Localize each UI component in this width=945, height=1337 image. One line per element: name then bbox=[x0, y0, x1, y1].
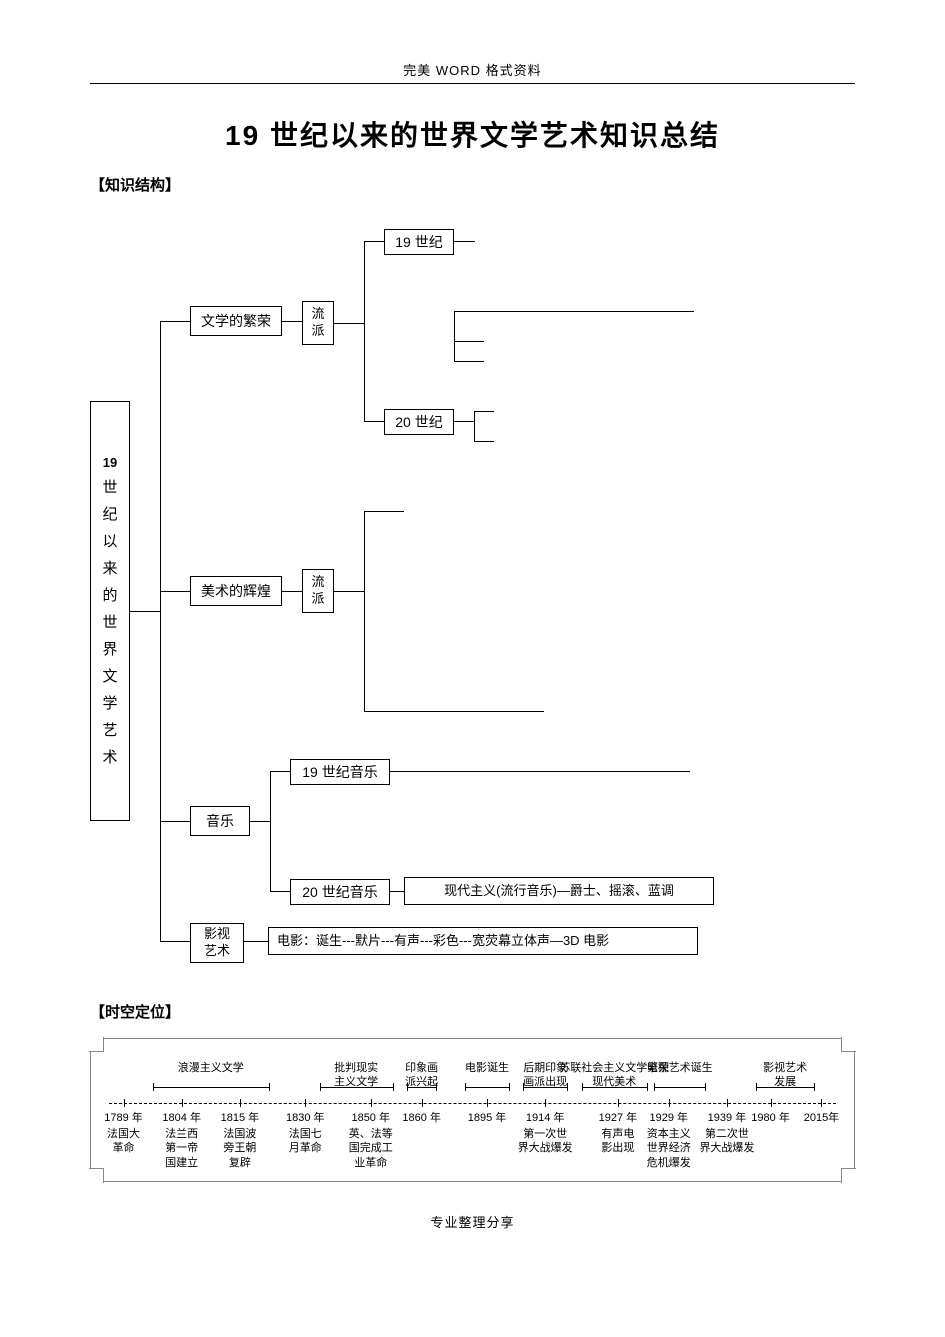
node-music-20c: 20 世纪音乐 bbox=[290, 879, 390, 905]
timeline-event: 法国波 旁王朝 复辟 bbox=[210, 1127, 270, 1170]
timeline-span-label: 批判现实 主义文学 bbox=[334, 1061, 378, 1090]
page-title: 19 世纪以来的世界文学艺术知识总结 bbox=[90, 114, 855, 154]
timeline-year: 1895 年 bbox=[468, 1111, 507, 1125]
timeline-event: 法国大 革命 bbox=[94, 1127, 154, 1156]
timeline-year: 1927 年 bbox=[599, 1111, 638, 1125]
timeline-year: 1789 年 bbox=[104, 1111, 143, 1125]
timeline-year: 1939 年 bbox=[708, 1111, 747, 1125]
timeline: 1789 年法国大 革命 1804 年法兰西 第一帝 国建立 1815 年法国波 旁… bbox=[90, 1038, 855, 1182]
timeline-tick bbox=[305, 1099, 306, 1107]
timeline-year: 1830 年 bbox=[286, 1111, 325, 1125]
node-art: 美术的辉煌 bbox=[190, 576, 282, 606]
timeline-span-label: 电影诞生 bbox=[465, 1061, 509, 1075]
timeline-span-label: 影视艺术发展 bbox=[760, 1061, 811, 1090]
root-prefix: 19 bbox=[103, 451, 117, 474]
timeline-event: 第一次世 界大战爆发 bbox=[515, 1127, 575, 1156]
section-timeline: 【时空定位】 bbox=[90, 1001, 855, 1022]
timeline-tick bbox=[669, 1099, 670, 1107]
node-film-detail: 电影：诞生---默片---有声---彩色---宽荧幕立体声—3D 电影 bbox=[268, 927, 698, 955]
timeline-year: 1804 年 bbox=[162, 1111, 201, 1125]
node-lit-school: 流 派 bbox=[302, 301, 334, 345]
timeline-year: 2015年 bbox=[804, 1111, 839, 1125]
node-20c: 20 世纪 bbox=[384, 409, 454, 435]
timeline-span-label: 印象画 派兴起 bbox=[405, 1061, 438, 1090]
timeline-event: 法兰西 第一帝 国建立 bbox=[152, 1127, 212, 1170]
timeline-span-label: 浪漫主义文学 bbox=[178, 1061, 244, 1075]
timeline-tick bbox=[487, 1099, 488, 1107]
timeline-tick bbox=[240, 1099, 241, 1107]
timeline-event: 第二次世 界大战爆发 bbox=[697, 1127, 757, 1156]
knowledge-diagram: 19 世 纪 以 来 的 世 界 文 学 艺 术 文学的繁荣 流 派 19 世纪 bbox=[90, 211, 855, 971]
timeline-tick bbox=[182, 1099, 183, 1107]
root-node: 19 世 纪 以 来 的 世 界 文 学 艺 术 bbox=[90, 401, 130, 821]
node-film: 影视 艺术 bbox=[190, 923, 244, 963]
timeline-tick bbox=[618, 1099, 619, 1107]
timeline-year: 1815 年 bbox=[221, 1111, 260, 1125]
node-music-19c: 19 世纪音乐 bbox=[290, 759, 390, 785]
timeline-event: 资本主义 世界经济 危机爆发 bbox=[639, 1127, 699, 1170]
timeline-year: 1929 年 bbox=[650, 1111, 689, 1125]
timeline-tick bbox=[371, 1099, 372, 1107]
node-19c: 19 世纪 bbox=[384, 229, 454, 255]
timeline-year: 1980 年 bbox=[751, 1111, 790, 1125]
timeline-year: 1850 年 bbox=[351, 1111, 390, 1125]
doc-header: 完美 WORD 格式资料 bbox=[90, 60, 855, 84]
node-music: 音乐 bbox=[190, 806, 250, 836]
timeline-tick bbox=[771, 1099, 772, 1107]
timeline-year: 1860 年 bbox=[402, 1111, 441, 1125]
timeline-year: 1914 年 bbox=[526, 1111, 565, 1125]
timeline-event: 英、法等 国完成工 业革命 bbox=[341, 1127, 401, 1170]
node-literature: 文学的繁荣 bbox=[190, 306, 282, 336]
timeline-event: 法国七 月革命 bbox=[275, 1127, 335, 1156]
timeline-span-label: 电视艺术诞生 bbox=[647, 1061, 713, 1075]
timeline-tick bbox=[821, 1099, 822, 1107]
timeline-tick bbox=[545, 1099, 546, 1107]
timeline-tick bbox=[727, 1099, 728, 1107]
node-music-20c-detail: 现代主义(流行音乐)—爵士、摇滚、蓝调 bbox=[404, 877, 714, 905]
section-structure: 【知识结构】 bbox=[90, 174, 855, 195]
timeline-tick bbox=[422, 1099, 423, 1107]
node-art-school: 流 派 bbox=[302, 569, 334, 613]
doc-footer: 专业整理分享 bbox=[90, 1212, 855, 1231]
timeline-tick bbox=[124, 1099, 125, 1107]
